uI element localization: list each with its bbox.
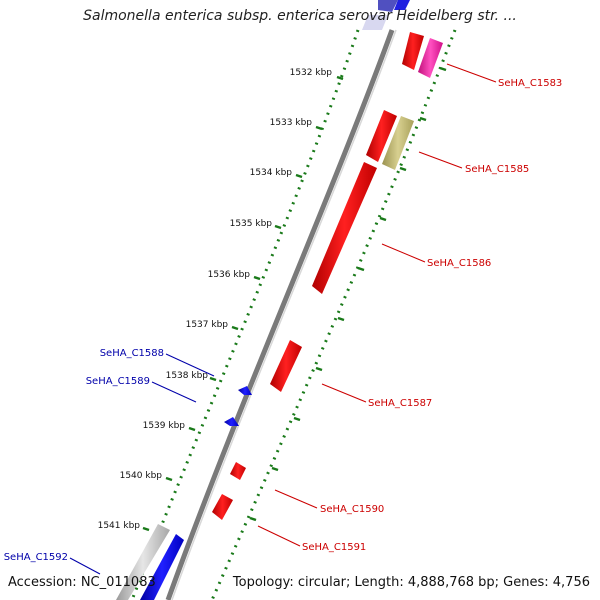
gene-top-fragment-blue	[378, 0, 398, 12]
tick-label-1541: 1541 kbp	[98, 521, 141, 531]
gene-label-1583: SeHA_C1583	[498, 78, 562, 89]
tick-label-1538: 1538 kbp	[166, 371, 209, 381]
accession-label: Accession: NC_011083	[8, 575, 156, 590]
gene-blue-1588	[238, 386, 252, 395]
gene-red-1590	[230, 462, 246, 480]
gene-magenta-1583	[418, 38, 443, 78]
connector-1586	[381, 243, 426, 263]
connector-1587	[321, 383, 367, 403]
gene-top-fragment-blue2	[394, 0, 410, 10]
gene-blue-1589	[224, 417, 239, 426]
tick-label-1536: 1536 kbp	[208, 270, 251, 280]
gene-red-1591	[212, 494, 233, 520]
backbone-line	[165, 29, 395, 600]
tick-label-1533: 1533 kbp	[270, 118, 313, 128]
gene-red-1583a	[402, 32, 424, 70]
ring-marks	[249, 66, 447, 522]
tick-label-1540: 1540 kbp	[120, 471, 163, 481]
tick-label-1539: 1539 kbp	[143, 421, 186, 431]
gene-label-1588: SeHA_C1588	[100, 348, 164, 359]
tick-label-1532: 1532 kbp	[290, 68, 333, 78]
backbone-line-highlight	[171, 29, 397, 600]
genome-title: Salmonella enterica subsp. enterica sero…	[83, 8, 517, 24]
gene-blue-bottom	[140, 534, 184, 600]
gene-top-fragment-lavender	[362, 15, 388, 30]
connector-1592	[69, 557, 101, 575]
tick-label-1537: 1537 kbp	[186, 320, 229, 330]
gene-label-1590: SeHA_C1590	[320, 504, 384, 515]
connector-1589	[151, 381, 197, 403]
gene-label-1589: SeHA_C1589	[86, 376, 150, 387]
connector-1590	[274, 489, 318, 509]
gene-grey-bottom	[116, 524, 170, 600]
gene-red-1587	[270, 340, 302, 392]
tick-label-1535: 1535 kbp	[230, 219, 273, 229]
connector-1591	[257, 525, 301, 547]
gene-labels: SeHA_C1583 SeHA_C1585 SeHA_C1586 SeHA_C1…	[4, 78, 563, 563]
gene-label-1591: SeHA_C1591	[302, 542, 366, 553]
gene-ring-dots	[210, 29, 457, 600]
gene-features	[116, 0, 443, 600]
gene-red-1586	[312, 162, 377, 294]
topology-summary: Topology: circular; Length: 4,888,768 bp…	[232, 575, 590, 590]
connector-1588	[165, 353, 215, 377]
gene-label-1586: SeHA_C1586	[427, 258, 491, 269]
connector-1585	[418, 151, 463, 169]
tick-label-1534: 1534 kbp	[250, 168, 293, 178]
gene-olive-1585	[382, 116, 414, 170]
connector-1583	[446, 63, 497, 83]
tick-marks	[142, 75, 344, 532]
gene-label-1585: SeHA_C1585	[465, 164, 529, 175]
gene-red-1585	[366, 110, 397, 162]
tick-labels: 1532 kbp 1533 kbp 1534 kbp 1535 kbp 1536…	[98, 68, 333, 531]
gene-label-1592: SeHA_C1592	[4, 552, 68, 563]
gene-label-1587: SeHA_C1587	[368, 398, 432, 409]
label-connectors	[69, 63, 497, 575]
